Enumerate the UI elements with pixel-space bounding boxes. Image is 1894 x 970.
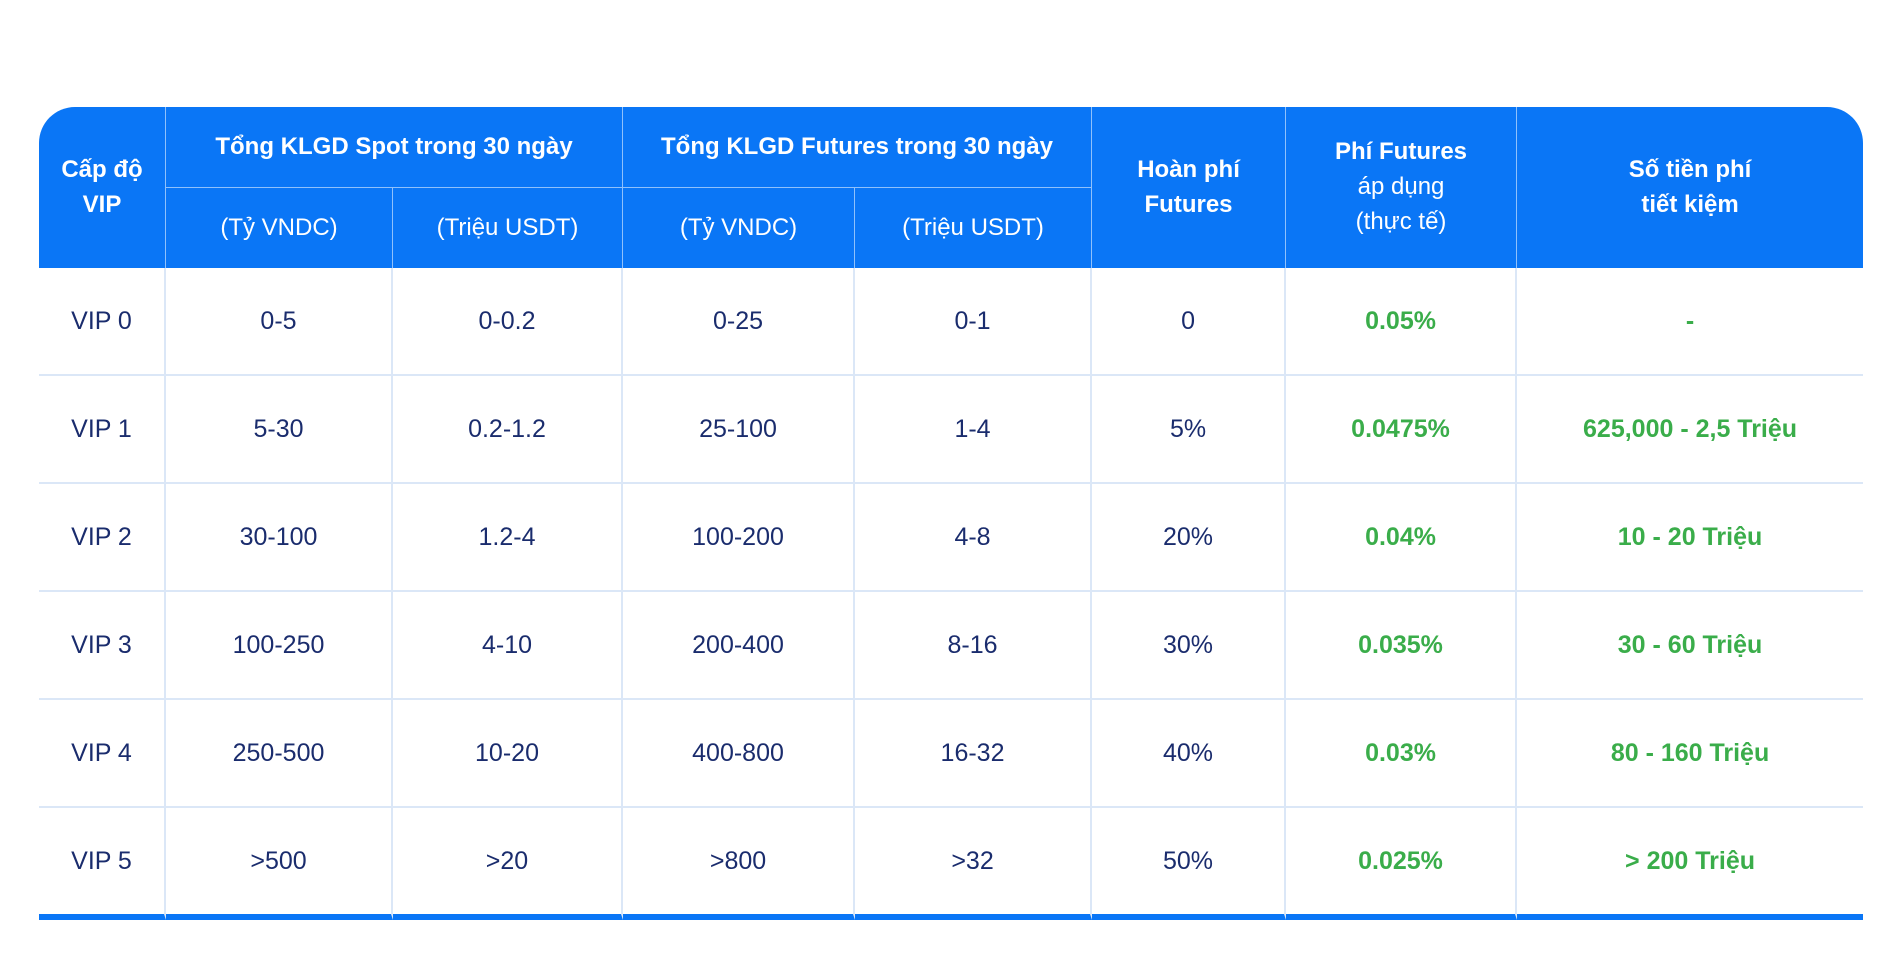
- table-row: VIP 2 30-100 1.2-4 100-200 4-8 20% 0.04%…: [39, 484, 1864, 592]
- vip-level-cell: VIP 0: [39, 268, 166, 376]
- header-spot-usdt: (Triệu USDT): [393, 187, 624, 268]
- rebate-cell: 50%: [1092, 808, 1287, 920]
- rebate-cell: 5%: [1092, 376, 1287, 484]
- header-vip-level: Cấp độ VIP: [39, 107, 166, 268]
- savings-cell: 30 - 60 Triệu: [1517, 592, 1864, 700]
- futures-usdt-cell: 1-4: [855, 376, 1093, 484]
- spot-vndc-cell: 100-250: [166, 592, 393, 700]
- spot-usdt-cell: 1.2-4: [393, 484, 624, 592]
- futures-vndc-cell: 25-100: [623, 376, 856, 484]
- header-spot-volume: Tổng KLGD Spot trong 30 ngày: [166, 107, 624, 187]
- fee-cell: 0.035%: [1286, 592, 1518, 700]
- header-savings-line1: Số tiền phí: [1628, 155, 1752, 183]
- futures-usdt-cell: 0-1: [855, 268, 1093, 376]
- spot-vndc-cell: 250-500: [166, 700, 393, 808]
- spot-vndc-cell: >500: [166, 808, 393, 920]
- header-fee-line3: (thực tế): [1355, 207, 1447, 235]
- rebate-cell: 30%: [1092, 592, 1287, 700]
- vip-fee-table: Cấp độ VIP Tổng KLGD Spot trong 30 ngày …: [39, 107, 1864, 920]
- table-row: VIP 3 100-250 4-10 200-400 8-16 30% 0.03…: [39, 592, 1864, 700]
- vip-level-cell: VIP 2: [39, 484, 166, 592]
- savings-cell: 80 - 160 Triệu: [1517, 700, 1864, 808]
- vip-level-cell: VIP 5: [39, 808, 166, 920]
- header-fee-line1: Phí Futures: [1335, 138, 1468, 166]
- vip-level-cell: VIP 3: [39, 592, 166, 700]
- table-row: VIP 4 250-500 10-20 400-800 16-32 40% 0.…: [39, 700, 1864, 808]
- header-futures-vndc: (Tỷ VNDC): [623, 187, 856, 268]
- spot-vndc-cell: 0-5: [166, 268, 393, 376]
- fee-cell: 0.025%: [1286, 808, 1518, 920]
- header-futures-usdt: (Triệu USDT): [855, 187, 1093, 268]
- rebate-cell: 40%: [1092, 700, 1287, 808]
- vip-level-cell: VIP 1: [39, 376, 166, 484]
- fee-cell: 0.0475%: [1286, 376, 1518, 484]
- spot-usdt-cell: 0.2-1.2: [393, 376, 624, 484]
- header-futures-rebate: Hoàn phí Futures: [1092, 107, 1287, 268]
- futures-vndc-cell: >800: [623, 808, 856, 920]
- spot-usdt-cell: 10-20: [393, 700, 624, 808]
- table-row: VIP 0 0-5 0-0.2 0-25 0-1 0 0.05% -: [39, 268, 1864, 376]
- vip-level-cell: VIP 4: [39, 700, 166, 808]
- futures-usdt-cell: 8-16: [855, 592, 1093, 700]
- header-futures-fee: Phí Futures áp dụng (thực tế): [1286, 107, 1518, 268]
- spot-vndc-cell: 30-100: [166, 484, 393, 592]
- futures-vndc-cell: 400-800: [623, 700, 856, 808]
- savings-cell: -: [1517, 268, 1864, 376]
- header-vip-level-line1: Cấp độ: [61, 155, 143, 183]
- fee-cell: 0.04%: [1286, 484, 1518, 592]
- futures-vndc-cell: 0-25: [623, 268, 856, 376]
- table-row: VIP 1 5-30 0.2-1.2 25-100 1-4 5% 0.0475%…: [39, 376, 1864, 484]
- vip-fee-table-container: Cấp độ VIP Tổng KLGD Spot trong 30 ngày …: [39, 107, 1864, 920]
- futures-vndc-cell: 200-400: [623, 592, 856, 700]
- savings-cell: 10 - 20 Triệu: [1517, 484, 1864, 592]
- header-rebate-line2: Futures: [1144, 190, 1233, 218]
- spot-usdt-cell: >20: [393, 808, 624, 920]
- savings-cell: 625,000 - 2,5 Triệu: [1517, 376, 1864, 484]
- spot-usdt-cell: 0-0.2: [393, 268, 624, 376]
- spot-usdt-cell: 4-10: [393, 592, 624, 700]
- table-row: VIP 5 >500 >20 >800 >32 50% 0.025% > 200…: [39, 808, 1864, 920]
- futures-usdt-cell: 4-8: [855, 484, 1093, 592]
- header-fee-line2: áp dụng: [1357, 173, 1445, 201]
- header-spot-vndc: (Tỷ VNDC): [166, 187, 393, 268]
- fee-cell: 0.03%: [1286, 700, 1518, 808]
- rebate-cell: 0: [1092, 268, 1287, 376]
- rebate-cell: 20%: [1092, 484, 1287, 592]
- futures-usdt-cell: >32: [855, 808, 1093, 920]
- header-rebate-line1: Hoàn phí: [1137, 155, 1240, 183]
- futures-usdt-cell: 16-32: [855, 700, 1093, 808]
- header-vip-level-line2: VIP: [82, 190, 122, 218]
- savings-cell: > 200 Triệu: [1517, 808, 1864, 920]
- futures-vndc-cell: 100-200: [623, 484, 856, 592]
- header-futures-volume: Tổng KLGD Futures trong 30 ngày: [623, 107, 1093, 187]
- fee-cell: 0.05%: [1286, 268, 1518, 376]
- header-savings: Số tiền phí tiết kiệm: [1517, 107, 1864, 268]
- spot-vndc-cell: 5-30: [166, 376, 393, 484]
- header-savings-line2: tiết kiệm: [1641, 190, 1739, 218]
